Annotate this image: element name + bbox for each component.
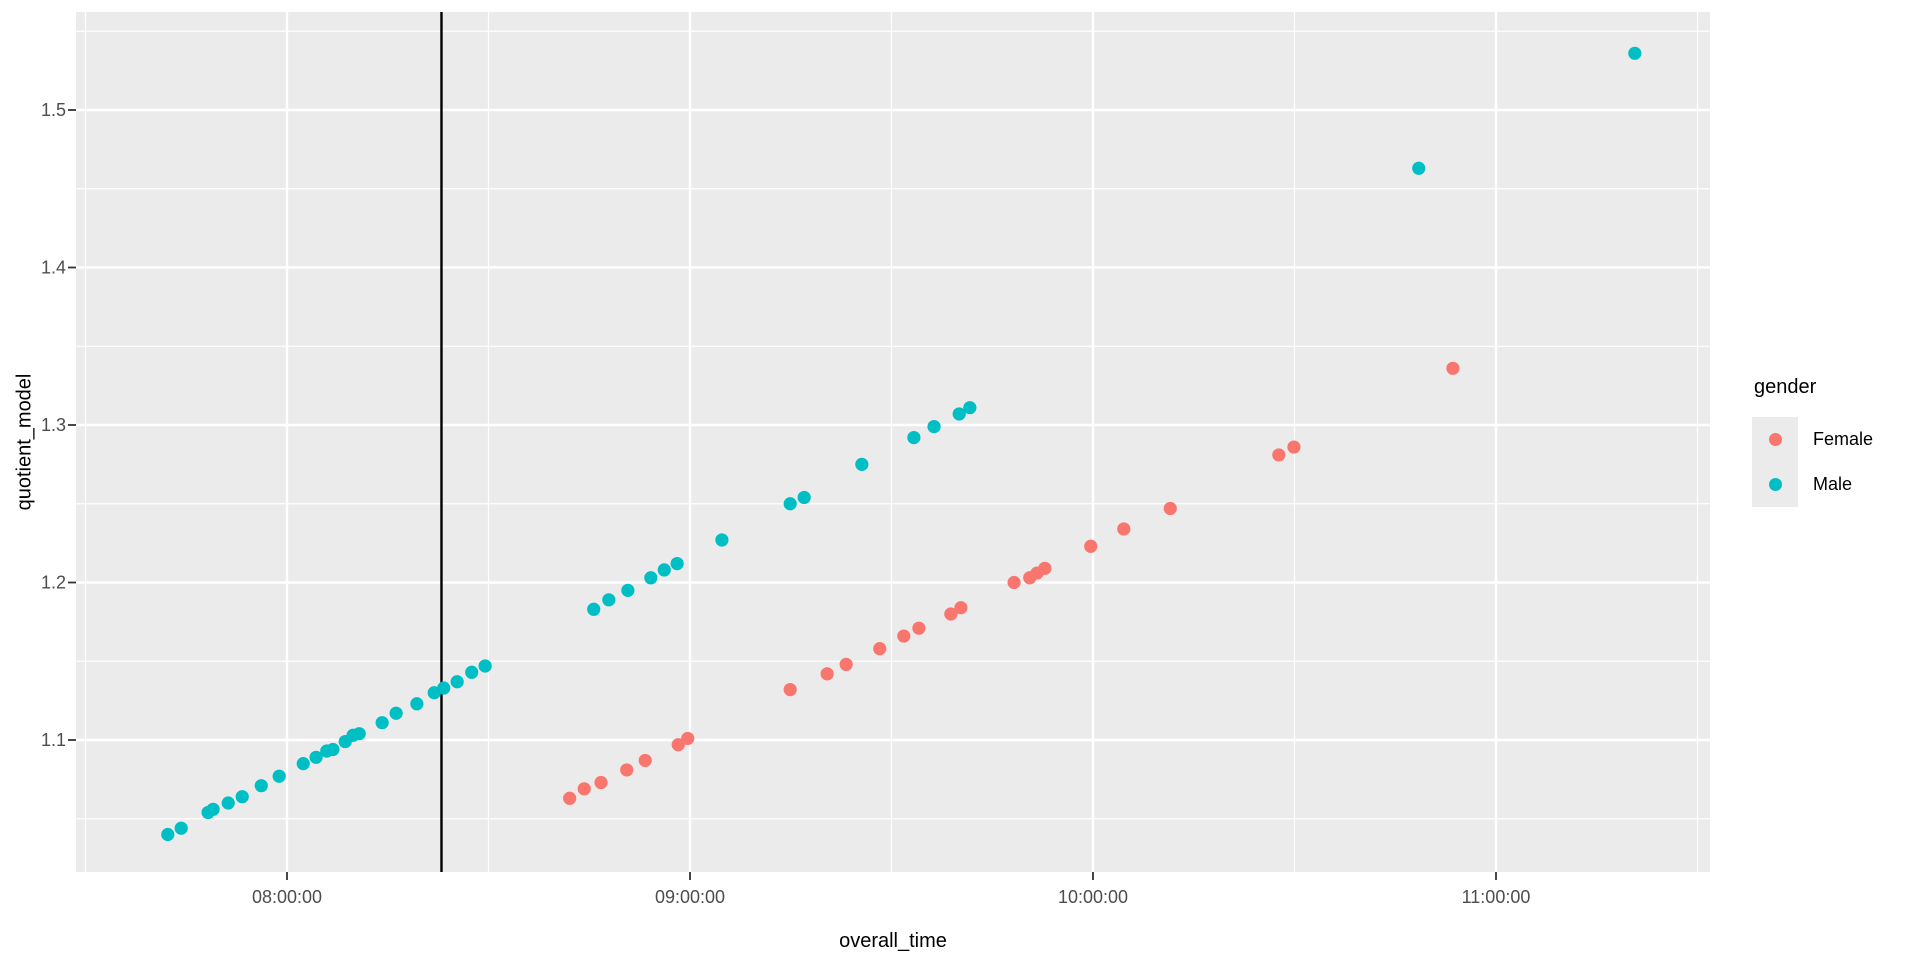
data-point-male [296,757,310,771]
data-point-male [587,602,601,616]
data-point-female [1084,539,1098,553]
data-point-male [715,533,729,547]
data-point-male [855,457,869,471]
x-tick-labels: 08:00:00 09:00:00 10:00:00 11:00:00 [252,887,1530,907]
data-point-female [577,782,591,796]
data-point-male [235,790,249,804]
data-point-male [1628,46,1642,60]
legend-item-female: Female [1752,417,1873,462]
data-point-male [161,827,175,842]
x-tick-label: 10:00:00 [1058,887,1128,907]
axis-tick-marks [68,109,1497,880]
data-point-female [671,738,685,752]
y-tick-label: 1.5 [41,100,66,120]
data-point-male [478,659,492,673]
data-point-male [410,697,424,711]
data-point-female [638,753,652,768]
legend-item-male: Male [1752,462,1873,507]
data-point-male [963,401,977,415]
data-point-female [944,607,958,621]
data-point-male [272,769,286,783]
data-point-male [670,557,684,571]
legend-title: gender [1754,376,1817,398]
y-axis-title: quotient_model [13,373,36,511]
male-point-icon [1768,478,1782,491]
data-point-male [389,706,403,720]
data-point-male [927,419,941,434]
y-tick-label: 1.4 [41,258,66,278]
data-point-male [1412,161,1426,175]
data-point-female [1287,440,1301,454]
data-point-female [783,683,797,697]
legend: gender Female Male [1742,376,1873,507]
data-point-female [1163,501,1177,516]
data-point-female [897,629,911,643]
data-point-male [174,821,188,835]
data-point-female [594,775,608,790]
x-axis-title: overall_time [839,930,947,952]
data-point-male [644,571,658,585]
data-point-male [450,675,464,689]
data-point-female [1446,361,1460,375]
data-point-female [954,601,968,615]
major-gridlines [76,12,1710,872]
x-tick-label: 11:00:00 [1462,887,1531,907]
data-point-female [620,763,634,777]
data-point-male [907,431,921,445]
y-tick-label: 1.2 [41,573,66,593]
data-point-female [1007,575,1021,590]
y-tick-label: 1.3 [41,415,66,435]
data-point-male [309,750,323,764]
legend-key-male [1752,462,1798,507]
y-tick-label: 1.1 [41,730,66,750]
data-point-male [783,497,797,511]
data-points [161,46,1642,842]
legend-label-female: Female [1813,429,1874,449]
data-point-female [563,791,577,805]
data-point-male [206,802,220,816]
legend-label-male: Male [1813,474,1853,494]
data-point-male [952,407,966,421]
data-point-female [912,621,926,635]
data-point-male [352,727,366,741]
data-point-male [254,779,268,793]
data-point-female [1038,561,1052,575]
data-point-female [1272,448,1286,462]
data-point-female [839,657,853,672]
data-point-male [221,796,235,810]
data-point-male [657,563,671,577]
female-point-icon [1768,433,1782,446]
y-tick-labels: 1.1 1.2 1.3 1.4 1.5 [41,100,66,750]
minor-gridlines [76,12,1710,872]
data-point-female [873,642,887,656]
data-point-male [797,490,811,505]
data-point-female [1117,522,1131,536]
x-tick-label: 09:00:00 [655,887,725,907]
data-point-male [375,716,389,730]
data-point-female [681,731,695,746]
data-point-male [465,665,479,679]
legend-key-female [1752,417,1798,462]
data-point-male [602,593,616,607]
data-point-male [437,681,451,695]
x-tick-label: 08:00:00 [252,887,322,907]
data-point-female [820,667,834,681]
data-point-male [326,742,340,757]
plot-panel [76,12,1710,872]
data-point-male [621,583,635,597]
